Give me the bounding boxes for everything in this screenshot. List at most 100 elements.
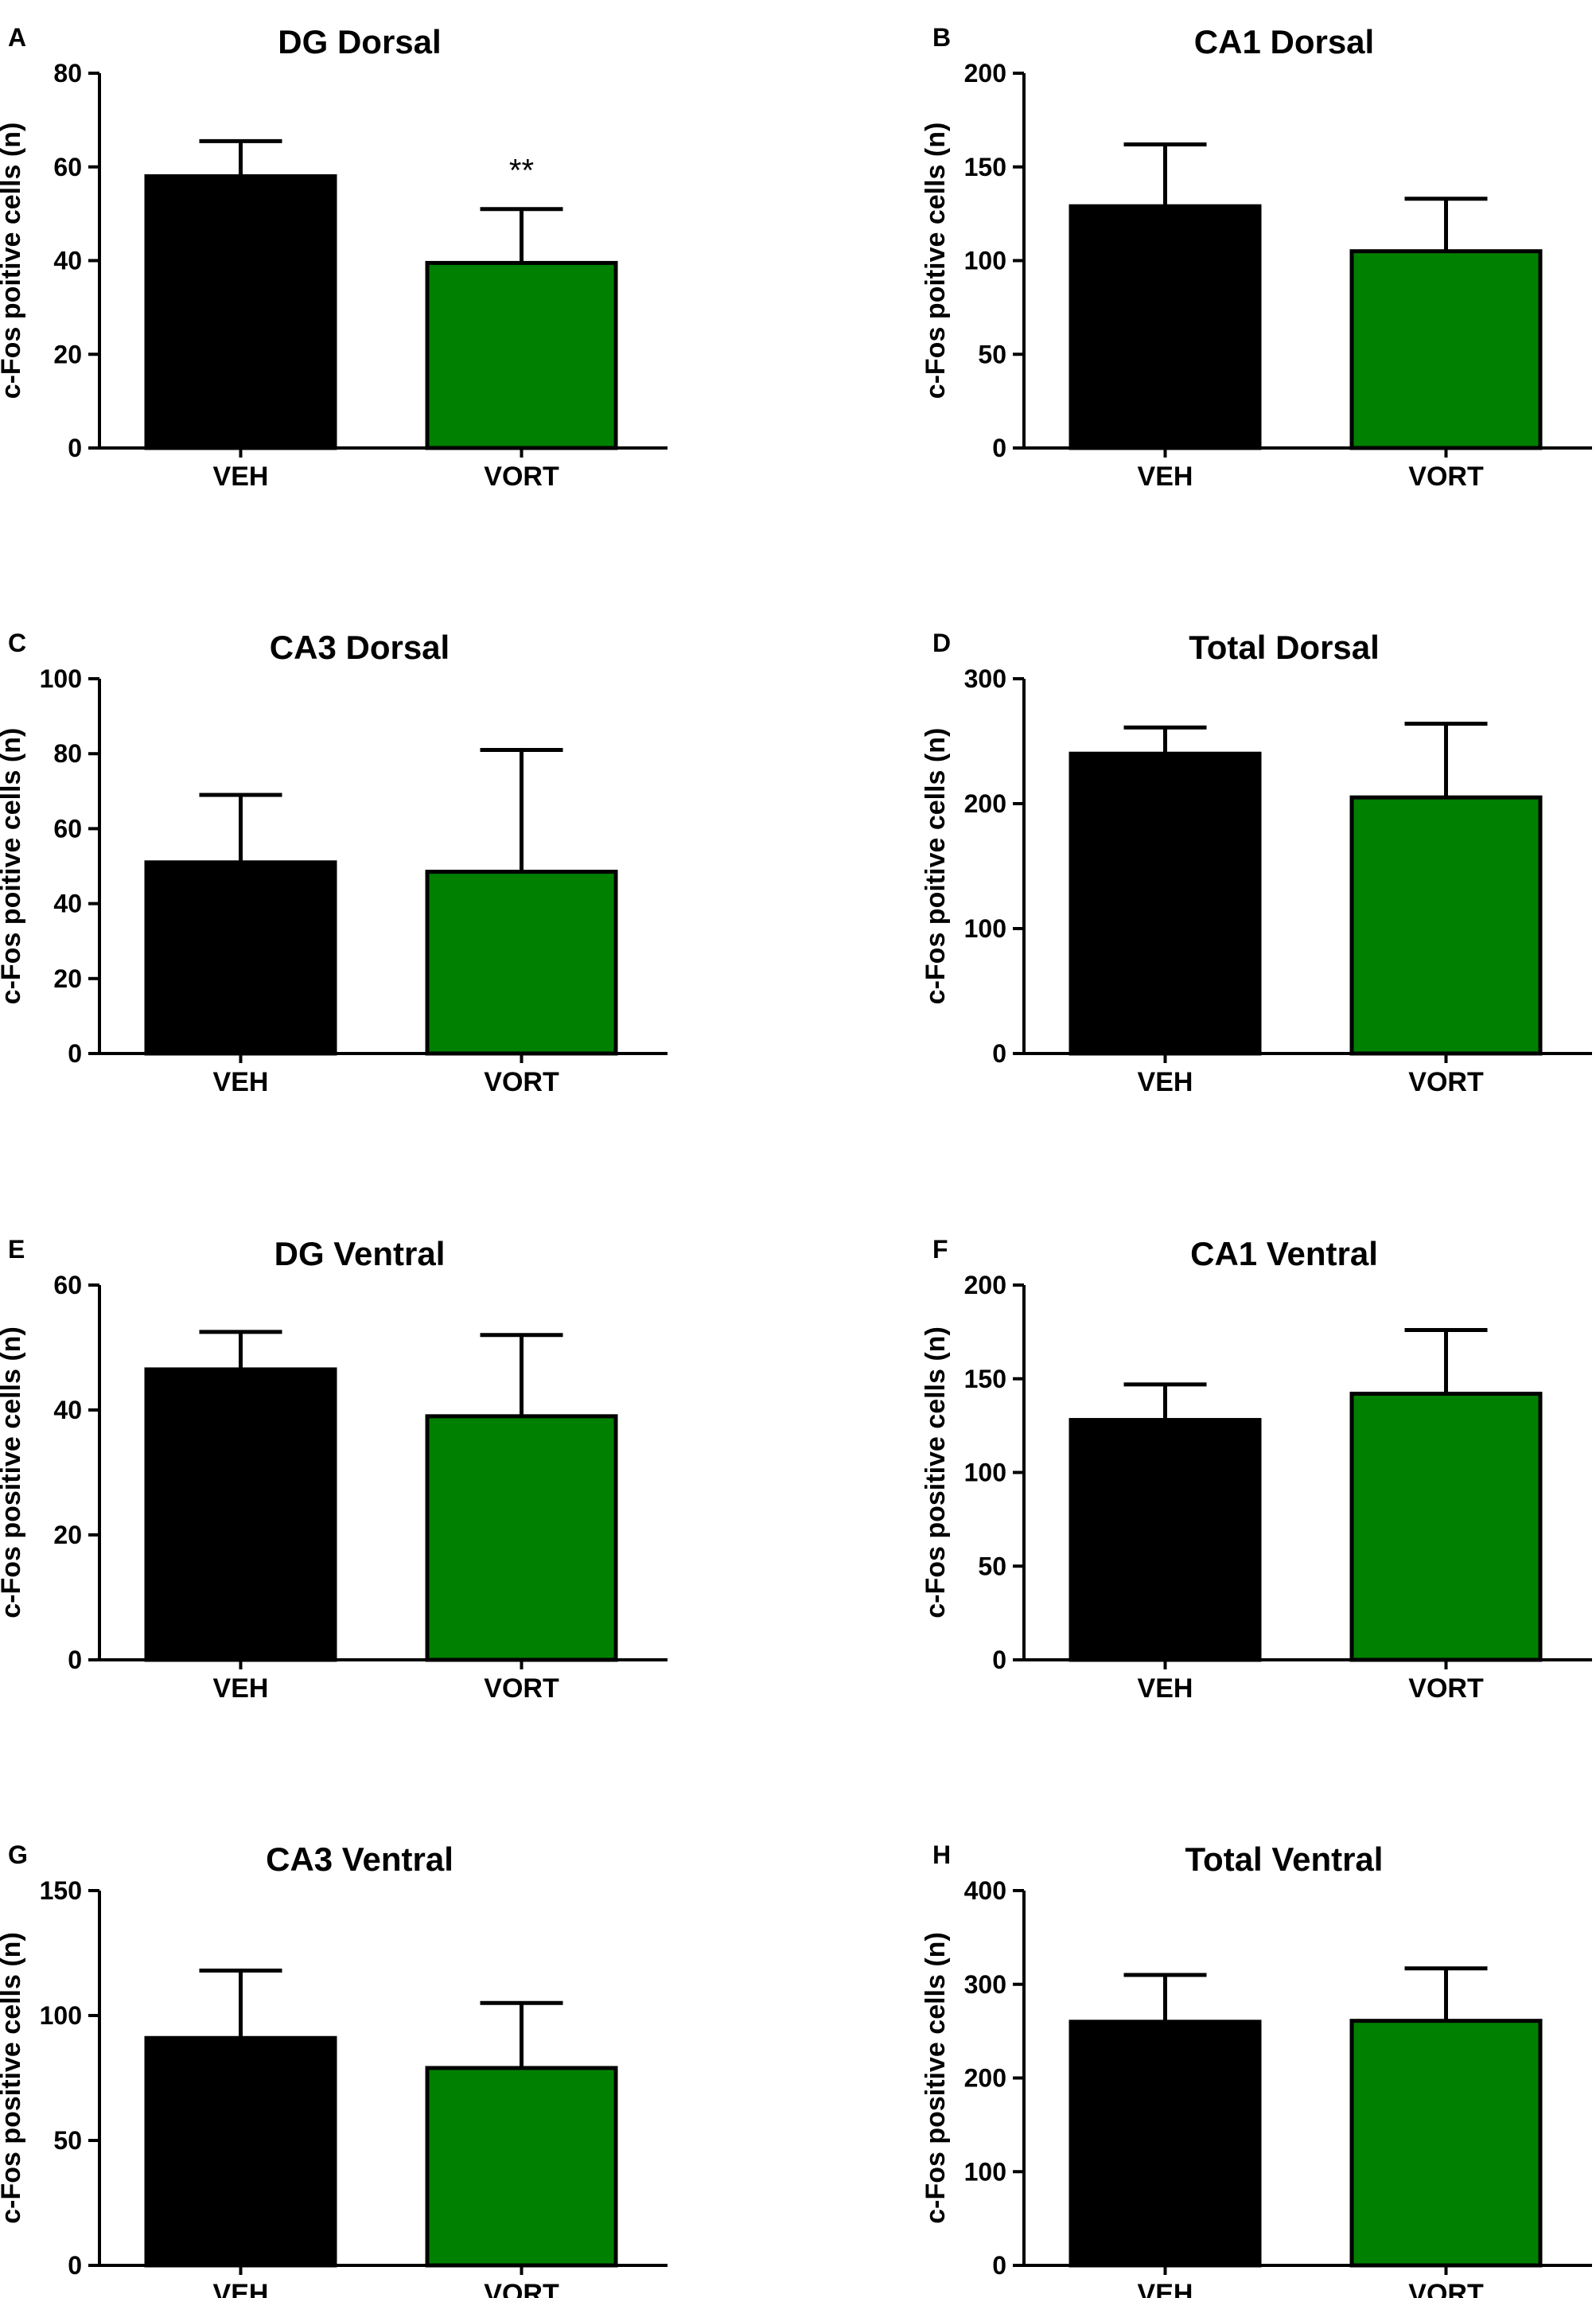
- y-tick-label: 100: [964, 914, 1006, 943]
- y-tick-label: 200: [964, 789, 1006, 818]
- y-tick-label: 200: [964, 1271, 1006, 1299]
- x-tick-label: VEH: [213, 1067, 269, 1097]
- panel-letter: G: [8, 1840, 28, 1869]
- y-axis-label: c-Fos positive cells (n): [0, 1326, 26, 1618]
- y-tick-label: 100: [964, 2157, 1006, 2186]
- y-tick-label: 60: [53, 814, 82, 843]
- panel-g: G CA3 Ventral c-Fos positive cells (n) VEH V…: [0, 1840, 668, 2298]
- x-tick-label: VORT: [1408, 1067, 1484, 1097]
- chart-title: CA3 Dorsal: [270, 629, 450, 666]
- chart-title: Total Dorsal: [1189, 629, 1380, 666]
- y-tick-label: 200: [964, 59, 1006, 88]
- y-axis-label: c-Fos positive cells (n): [921, 1326, 951, 1618]
- panel-letter: F: [932, 1235, 948, 1264]
- y-tick-label: 60: [53, 1271, 82, 1299]
- y-tick-label: 0: [992, 1646, 1006, 1674]
- x-tick-label: VEH: [1138, 462, 1193, 492]
- panel-letter: H: [932, 1840, 951, 1869]
- panel-a: A DG Dorsal c-Fos poitive cells (n) VEH VORT…: [0, 23, 668, 492]
- y-tick-label: 150: [40, 1876, 82, 1905]
- x-tick-label: VEH: [213, 1673, 269, 1704]
- bar-veh: [144, 174, 337, 450]
- panel-letter: D: [932, 629, 951, 657]
- x-tick-label: VORT: [484, 1067, 559, 1097]
- bar-veh: [1069, 751, 1262, 1056]
- y-tick-label: 0: [992, 1039, 1006, 1068]
- y-axis-label: c-Fos poitive cells (n): [921, 728, 951, 1005]
- x-tick-label: VORT: [1408, 1673, 1484, 1704]
- y-tick-label: 0: [68, 1039, 82, 1068]
- y-axis-label: c-Fos positive cells (n): [0, 1932, 26, 2224]
- bar-vort: [425, 1414, 618, 1662]
- y-tick-label: 200: [964, 2064, 1006, 2093]
- bar-vort: [425, 260, 618, 450]
- y-tick-label: 0: [68, 2251, 82, 2280]
- panel-e: E DG Ventral c-Fos positive cells (n) VEH VO…: [0, 1235, 668, 1704]
- panel-letter: C: [8, 629, 26, 657]
- y-tick-label: 20: [53, 1521, 82, 1549]
- x-tick-label: VEH: [213, 2279, 269, 2298]
- panel-b: B CA1 Dorsal c-Fos poitive cells (n) VEH VOR…: [921, 23, 1592, 492]
- panel-h: H Total Ventral c-Fos positive cells (n) VE…: [921, 1840, 1592, 2298]
- bar-veh: [144, 1367, 337, 1662]
- y-axis-label: c-Fos positive cells (n): [921, 1932, 951, 2224]
- chart-title: DG Ventral: [274, 1235, 446, 1272]
- y-tick-label: 150: [964, 1365, 1006, 1393]
- bar-vort: [425, 870, 618, 1056]
- y-tick-label: 300: [964, 1970, 1006, 1999]
- y-tick-label: 300: [964, 664, 1006, 693]
- y-tick-label: 20: [53, 964, 82, 993]
- y-tick-label: 40: [53, 890, 82, 918]
- y-tick-label: 80: [53, 739, 82, 768]
- x-tick-label: VORT: [484, 1673, 559, 1704]
- panel-letter: E: [8, 1235, 25, 1264]
- chart-title: Total Ventral: [1185, 1840, 1384, 1878]
- x-tick-label: VORT: [1408, 462, 1484, 492]
- chart-title: CA1 Ventral: [1190, 1235, 1378, 1272]
- x-tick-label: VEH: [1138, 2279, 1193, 2298]
- y-axis-label: c-Fos poitive cells (n): [0, 728, 26, 1005]
- x-tick-label: VEH: [1138, 1067, 1193, 1097]
- panel-letter: B: [932, 23, 951, 52]
- y-tick-label: 0: [992, 2251, 1006, 2280]
- bar-vort: [1349, 795, 1543, 1056]
- y-tick-label: 100: [964, 1459, 1006, 1487]
- panel-f: F CA1 Ventral c-Fos positive cells (n) VEH V…: [921, 1235, 1592, 1704]
- y-tick-label: 0: [68, 434, 82, 462]
- bar-vort: [1349, 249, 1543, 450]
- bar-veh: [1069, 204, 1262, 450]
- bar-vort: [425, 2066, 618, 2268]
- y-tick-label: 40: [53, 247, 82, 275]
- x-tick-label: VORT: [484, 462, 559, 492]
- bar-veh: [144, 860, 337, 1056]
- y-tick-label: 50: [978, 1552, 1006, 1580]
- panel-c: C CA3 Dorsal c-Fos poitive cells (n) VEH VOR…: [0, 629, 668, 1097]
- y-tick-label: 60: [53, 153, 82, 181]
- y-tick-label: 400: [964, 1876, 1006, 1905]
- significance-annotation: **: [509, 154, 534, 189]
- y-tick-label: 0: [992, 434, 1006, 462]
- x-tick-label: VORT: [1408, 2279, 1484, 2298]
- panel-d: D Total Dorsal c-Fos poitive cells (n) VEH V…: [921, 629, 1592, 1097]
- y-tick-label: 20: [53, 340, 82, 368]
- bar-vort: [1349, 2019, 1543, 2268]
- y-tick-label: 80: [53, 59, 82, 88]
- x-tick-label: VEH: [1138, 1673, 1193, 1704]
- bar-veh: [1069, 1418, 1262, 1662]
- y-tick-label: 100: [964, 247, 1006, 275]
- y-tick-label: 150: [964, 153, 1006, 181]
- panel-letter: A: [8, 23, 26, 52]
- bar-veh: [144, 2035, 337, 2268]
- chart-title: CA3 Ventral: [266, 1840, 453, 1878]
- y-tick-label: 0: [68, 1646, 82, 1674]
- x-tick-label: VEH: [213, 462, 269, 492]
- x-tick-label: VORT: [484, 2279, 559, 2298]
- y-axis-label: c-Fos poitive cells (n): [921, 123, 951, 399]
- y-tick-label: 50: [978, 340, 1006, 368]
- y-tick-label: 100: [40, 2001, 82, 2030]
- bar-vort: [1349, 1392, 1543, 1662]
- bar-veh: [1069, 2020, 1262, 2268]
- chart-title: CA1 Dorsal: [1194, 23, 1374, 60]
- y-tick-label: 40: [53, 1396, 82, 1424]
